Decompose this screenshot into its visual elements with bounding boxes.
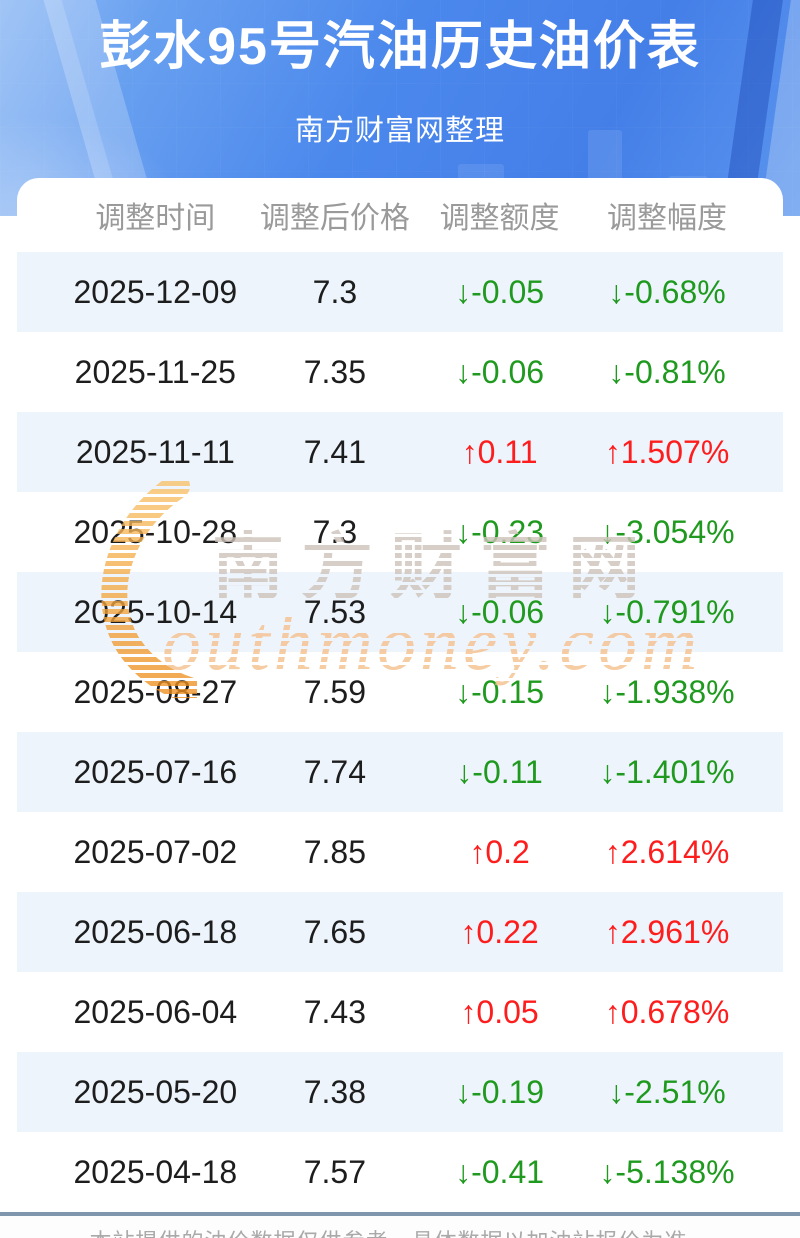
price-cell: 7.65 xyxy=(303,913,367,950)
price-cell: 7.35 xyxy=(303,353,367,390)
table-row: 2025-07-02 7.85 ↑0.2 ↑2.614% xyxy=(17,812,783,892)
date-cell: 2025-08-27 xyxy=(73,673,238,710)
page-title: 彭水95号汽油历史油价表 xyxy=(99,18,701,76)
date-cell: 2025-07-02 xyxy=(73,833,238,870)
footer-divider xyxy=(0,1212,800,1216)
change-cell: ↓-0.19 xyxy=(455,1073,545,1110)
change-cell: ↓-0.41 xyxy=(455,1153,545,1190)
column-header-change-pct: 调整幅度 xyxy=(607,202,727,235)
change-cell: ↑0.05 xyxy=(460,993,539,1030)
price-cell: 7.57 xyxy=(303,1153,367,1190)
date-cell: 2025-05-20 xyxy=(73,1073,238,1110)
price-cell: 7.59 xyxy=(303,673,367,710)
price-cell: 7.53 xyxy=(303,593,367,630)
change-cell: ↓-0.23 xyxy=(455,513,545,550)
price-cell: 7.38 xyxy=(303,1073,367,1110)
date-cell: 2025-11-25 xyxy=(74,353,236,390)
price-cell: 7.43 xyxy=(303,993,367,1030)
change-cell: ↑0.22 xyxy=(460,913,539,950)
table-row: 2025-04-18 7.57 ↓-0.41 ↓-5.138% xyxy=(17,1132,783,1212)
price-cell: 7.85 xyxy=(303,833,367,870)
change-pct-cell: ↓-0.81% xyxy=(608,353,726,390)
change-cell: ↑0.2 xyxy=(469,833,530,870)
price-cell: 7.41 xyxy=(303,433,367,470)
column-header-new-price: 调整后价格 xyxy=(259,202,410,235)
table-row: 2025-10-14 7.53 ↓-0.06 ↓-0.791% xyxy=(17,572,783,652)
price-table: 调整时间 调整后价格 调整额度 调整幅度 2025-12-09 7.3 ↓-0.… xyxy=(17,178,783,1212)
change-pct-cell: ↓-0.68% xyxy=(608,273,726,310)
price-table-card: 调整时间 调整后价格 调整额度 调整幅度 2025-12-09 7.3 ↓-0.… xyxy=(17,178,783,1212)
change-cell: ↓-0.06 xyxy=(455,353,545,390)
table-row: 2025-10-28 7.3 ↓-0.23 ↓-3.054% xyxy=(17,492,783,572)
page-header: 彭水95号汽油历史油价表 南方财富网整理 xyxy=(0,0,800,216)
table-row: 2025-08-27 7.59 ↓-0.15 ↓-1.938% xyxy=(17,652,783,732)
change-pct-cell: ↑1.507% xyxy=(604,433,730,470)
column-header-adjust-time: 调整时间 xyxy=(95,202,216,235)
change-pct-cell: ↑0.678% xyxy=(604,993,730,1030)
change-pct-cell: ↑2.961% xyxy=(604,913,730,950)
price-cell: 7.3 xyxy=(312,513,358,550)
date-cell: 2025-12-09 xyxy=(73,273,238,310)
table-header-row: 调整时间 调整后价格 调整额度 调整幅度 xyxy=(17,178,783,252)
change-pct-cell: ↓-3.054% xyxy=(599,513,735,550)
footer-disclaimer: 本站提供的油价数据仅供参考，具体数据以加油站报价为准。 xyxy=(89,1224,710,1238)
table-row: 2025-12-09 7.3 ↓-0.05 ↓-0.68% xyxy=(17,252,783,332)
column-header-change: 调整额度 xyxy=(439,202,560,235)
date-cell: 2025-04-18 xyxy=(73,1153,238,1190)
change-cell: ↓-0.05 xyxy=(455,273,545,310)
table-body: 2025-12-09 7.3 ↓-0.05 ↓-0.68% 2025-11-25… xyxy=(17,252,783,1212)
change-pct-cell: ↓-5.138% xyxy=(599,1153,735,1190)
change-cell: ↓-0.06 xyxy=(455,593,545,630)
change-cell: ↓-0.15 xyxy=(455,673,545,710)
date-cell: 2025-06-04 xyxy=(73,993,238,1030)
price-cell: 7.3 xyxy=(312,273,358,310)
table-row: 2025-11-11 7.41 ↑0.11 ↑1.507% xyxy=(17,412,783,492)
date-cell: 2025-07-16 xyxy=(73,753,238,790)
footer: 本站提供的油价数据仅供参考，具体数据以加油站报价为准。 xyxy=(0,1216,800,1238)
change-pct-cell: ↓-2.51% xyxy=(608,1073,726,1110)
change-pct-cell: ↓-0.791% xyxy=(599,593,735,630)
change-cell: ↓-0.11 xyxy=(456,753,543,790)
table-row: 2025-06-18 7.65 ↑0.22 ↑2.961% xyxy=(17,892,783,972)
table-row: 2025-06-04 7.43 ↑0.05 ↑0.678% xyxy=(17,972,783,1052)
price-cell: 7.74 xyxy=(303,753,367,790)
change-pct-cell: ↓-1.938% xyxy=(599,673,735,710)
table-row: 2025-11-25 7.35 ↓-0.06 ↓-0.81% xyxy=(17,332,783,412)
change-pct-cell: ↓-1.401% xyxy=(599,753,735,790)
change-pct-cell: ↑2.614% xyxy=(604,833,730,870)
table-row: 2025-05-20 7.38 ↓-0.19 ↓-2.51% xyxy=(17,1052,783,1132)
page-subtitle: 南方财富网整理 xyxy=(294,115,505,147)
date-cell: 2025-10-28 xyxy=(73,513,238,550)
date-cell: 2025-06-18 xyxy=(73,913,238,950)
table-row: 2025-07-16 7.74 ↓-0.11 ↓-1.401% xyxy=(17,732,783,812)
date-cell: 2025-11-11 xyxy=(75,433,235,470)
change-cell: ↑0.11 xyxy=(461,433,538,470)
date-cell: 2025-10-14 xyxy=(73,593,238,630)
